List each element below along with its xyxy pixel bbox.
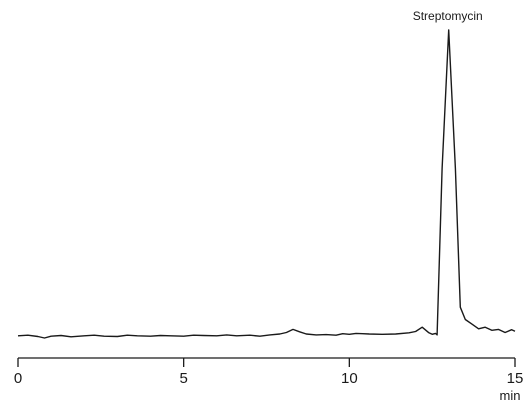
x-axis-tick-labels: 0 5 10 15 <box>14 370 524 387</box>
x-tick-label-15: 15 <box>507 370 524 387</box>
x-tick-label-0: 0 <box>14 370 22 387</box>
x-tick-label-10: 10 <box>341 370 358 387</box>
x-axis-ticks <box>17 358 516 367</box>
x-axis-unit-label: min <box>500 388 521 403</box>
peak-annotation-streptomycin: Streptomycin <box>413 9 483 23</box>
chromatogram-trace <box>17 29 516 339</box>
x-tick-label-5: 5 <box>179 370 187 387</box>
